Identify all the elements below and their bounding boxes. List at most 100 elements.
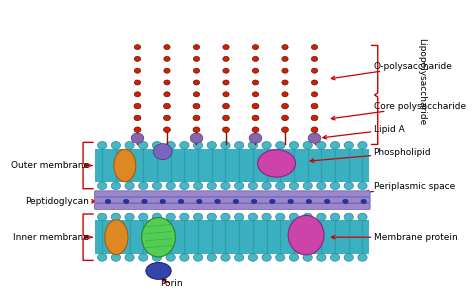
Ellipse shape [262, 213, 271, 221]
Ellipse shape [193, 213, 203, 221]
Ellipse shape [344, 182, 354, 190]
Ellipse shape [134, 92, 141, 97]
Ellipse shape [289, 142, 299, 149]
Ellipse shape [282, 127, 289, 133]
Ellipse shape [111, 254, 120, 261]
Ellipse shape [330, 182, 340, 190]
Ellipse shape [324, 199, 330, 204]
Ellipse shape [193, 68, 200, 73]
Ellipse shape [252, 103, 259, 109]
Ellipse shape [166, 254, 175, 261]
Ellipse shape [222, 127, 229, 133]
Ellipse shape [134, 127, 141, 133]
Ellipse shape [358, 213, 367, 221]
Ellipse shape [134, 80, 141, 85]
Ellipse shape [142, 217, 175, 257]
Ellipse shape [138, 213, 148, 221]
Text: Lipopolysaccharide: Lipopolysaccharide [418, 38, 427, 125]
Ellipse shape [330, 254, 340, 261]
Ellipse shape [262, 142, 271, 149]
Ellipse shape [134, 115, 141, 121]
Ellipse shape [289, 213, 299, 221]
Ellipse shape [282, 80, 288, 85]
Ellipse shape [235, 182, 244, 190]
Ellipse shape [111, 213, 120, 221]
Ellipse shape [344, 142, 354, 149]
Text: Lipid A: Lipid A [323, 125, 404, 139]
Ellipse shape [317, 142, 326, 149]
Ellipse shape [146, 262, 171, 279]
Ellipse shape [235, 254, 244, 261]
Ellipse shape [223, 92, 229, 97]
Ellipse shape [98, 182, 107, 190]
Ellipse shape [207, 142, 217, 149]
Text: Peptidoglycan: Peptidoglycan [25, 197, 95, 206]
Ellipse shape [257, 150, 296, 177]
Ellipse shape [221, 254, 230, 261]
Ellipse shape [152, 142, 162, 149]
Ellipse shape [282, 92, 288, 97]
Ellipse shape [330, 213, 340, 221]
Ellipse shape [193, 182, 203, 190]
Text: Membrane protein: Membrane protein [331, 233, 457, 242]
Ellipse shape [138, 142, 148, 149]
Text: Core polysaccharide: Core polysaccharide [331, 102, 465, 120]
Ellipse shape [164, 115, 171, 121]
Ellipse shape [303, 182, 312, 190]
Ellipse shape [193, 103, 200, 109]
Ellipse shape [252, 68, 259, 73]
Ellipse shape [193, 56, 200, 61]
Ellipse shape [138, 254, 148, 261]
Ellipse shape [164, 103, 171, 109]
Ellipse shape [252, 45, 259, 50]
Ellipse shape [221, 213, 230, 221]
Ellipse shape [251, 199, 257, 204]
Ellipse shape [166, 182, 175, 190]
Ellipse shape [248, 254, 257, 261]
Bar [95, 149, 369, 182]
Ellipse shape [235, 142, 244, 149]
Ellipse shape [180, 254, 189, 261]
Ellipse shape [308, 133, 321, 143]
Ellipse shape [233, 199, 238, 204]
Ellipse shape [164, 92, 170, 97]
Ellipse shape [193, 45, 200, 50]
Ellipse shape [289, 254, 299, 261]
FancyBboxPatch shape [94, 204, 370, 209]
Text: Periplasmic space: Periplasmic space [365, 182, 455, 194]
Ellipse shape [152, 254, 162, 261]
Ellipse shape [303, 213, 312, 221]
Ellipse shape [193, 142, 203, 149]
Ellipse shape [303, 254, 312, 261]
Ellipse shape [134, 56, 141, 61]
Ellipse shape [153, 144, 172, 160]
Ellipse shape [193, 92, 200, 97]
Ellipse shape [180, 142, 189, 149]
Ellipse shape [330, 142, 340, 149]
Ellipse shape [190, 133, 203, 143]
Ellipse shape [125, 142, 134, 149]
Ellipse shape [125, 213, 134, 221]
Ellipse shape [223, 56, 229, 61]
Text: Phospholipid: Phospholipid [310, 148, 431, 162]
Ellipse shape [306, 199, 311, 204]
Ellipse shape [248, 142, 257, 149]
Ellipse shape [193, 80, 200, 85]
Ellipse shape [222, 115, 229, 121]
Ellipse shape [275, 142, 285, 149]
Ellipse shape [303, 142, 312, 149]
Ellipse shape [289, 182, 299, 190]
Ellipse shape [252, 56, 259, 61]
Ellipse shape [235, 213, 244, 221]
Ellipse shape [98, 213, 107, 221]
Ellipse shape [249, 133, 262, 143]
Ellipse shape [164, 127, 171, 133]
Ellipse shape [222, 103, 229, 109]
Ellipse shape [134, 103, 141, 109]
Ellipse shape [248, 182, 257, 190]
Ellipse shape [111, 182, 120, 190]
Text: Inner membrane: Inner membrane [13, 233, 92, 242]
Ellipse shape [311, 103, 318, 109]
Ellipse shape [178, 199, 184, 204]
FancyBboxPatch shape [94, 191, 370, 197]
